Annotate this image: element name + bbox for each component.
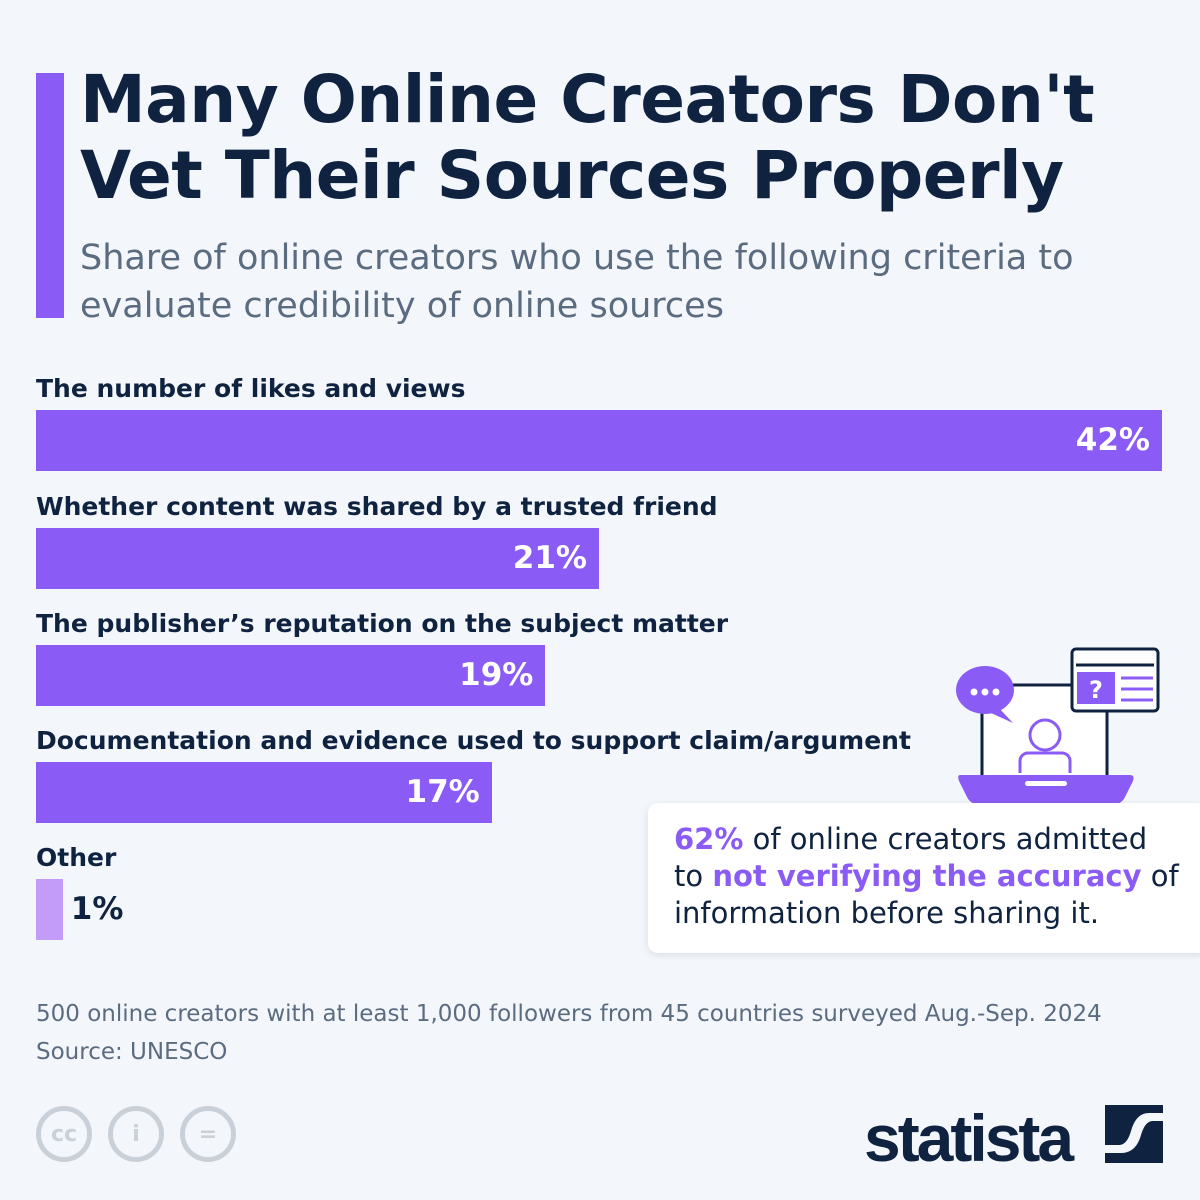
bar — [36, 762, 492, 823]
callout-pct: 62% — [674, 822, 744, 856]
source-note: Source: UNESCO — [36, 1039, 228, 1065]
cc-icon[interactable]: cc — [36, 1106, 92, 1162]
bar-value-label: 19% — [459, 657, 534, 693]
bar-value-label: 17% — [405, 774, 480, 810]
callout-box: 62% of online creators admitted to not v… — [648, 803, 1200, 953]
bar — [36, 528, 599, 589]
bar-label: Documentation and evidence used to suppo… — [36, 726, 911, 755]
bar — [36, 645, 546, 706]
callout-text-2: of information before sharing it. — [674, 859, 1179, 930]
statista-logo[interactable]: statista — [864, 1101, 1074, 1175]
bar-value-label: 42% — [1075, 422, 1150, 458]
statista-logo-icon — [1105, 1105, 1163, 1163]
bar-value-label: 1% — [70, 891, 124, 927]
bar-label: The number of likes and views — [36, 374, 466, 403]
chart-subtitle: Share of online creators who use the fol… — [80, 238, 1074, 326]
laptop-illustration-icon: ? — [956, 647, 1160, 805]
callout-highlight: not verifying the accuracy — [712, 859, 1142, 893]
bar — [36, 879, 63, 940]
svg-text:?: ? — [1089, 676, 1103, 704]
survey-note: 500 online creators with at least 1,000 … — [36, 1001, 1102, 1027]
chart-title: Many Online Creators Don't Vet Their Sou… — [80, 61, 1095, 214]
title-accent-bar — [36, 73, 64, 318]
bar — [36, 410, 1162, 471]
bar-label: The publisher’s reputation on the subjec… — [36, 609, 729, 638]
bar-value-label: 21% — [512, 540, 587, 576]
no-derivatives-icon[interactable]: = — [180, 1106, 236, 1162]
attribution-icon[interactable]: i — [108, 1106, 164, 1162]
callout-text-1: of online creators admitted to — [674, 822, 1148, 893]
bar-label: Other — [36, 843, 117, 872]
bar-label: Whether content was shared by a trusted … — [36, 492, 718, 521]
